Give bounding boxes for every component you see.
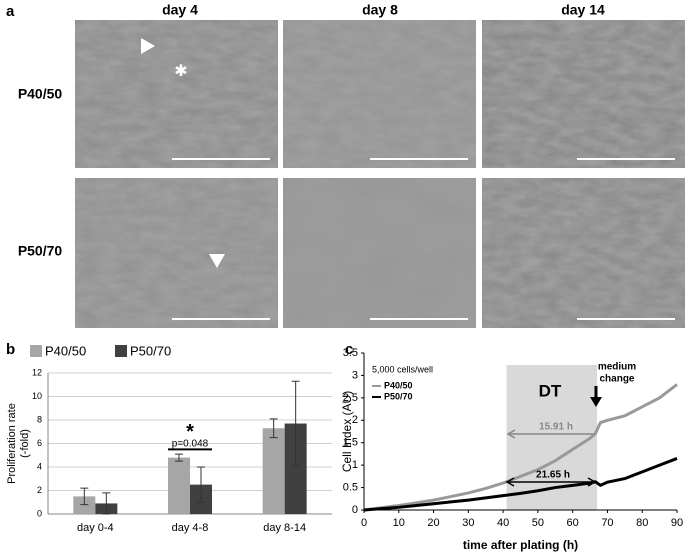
bar (262, 428, 285, 514)
error-bar (269, 418, 278, 439)
x-tick-label: 20 (427, 517, 439, 529)
y-tick-label: 2.5 (343, 392, 358, 404)
y-tick-label: 0.5 (343, 481, 358, 493)
arrowhead (209, 254, 225, 268)
bar (284, 423, 307, 514)
arrowhead (141, 38, 155, 54)
x-tick-label: day 0-4 (77, 522, 114, 534)
annotation: medium (598, 362, 636, 373)
error-bar (291, 380, 300, 467)
panel-label: b (6, 341, 15, 358)
column-header: day 14 (561, 2, 605, 18)
texture (482, 20, 685, 168)
y-tick-label: 10 (32, 391, 42, 401)
legend-label: P50/70 (384, 391, 413, 401)
y-tick-label: 1.5 (343, 437, 358, 449)
y-tick-label: 6 (37, 438, 42, 448)
annotation: 15.91 h (539, 422, 573, 433)
y-axis-label: Proliferation rate (6, 403, 18, 484)
y-tick-label: 2 (352, 414, 358, 426)
asterisk-marker: ✱ (174, 63, 187, 80)
bar (168, 457, 190, 514)
error-bar (102, 492, 111, 515)
texture (283, 178, 476, 328)
micrographs: ✱ (75, 20, 685, 328)
column-header: day 8 (362, 2, 398, 18)
error-bar (80, 487, 89, 506)
error-bar (175, 453, 183, 462)
y-tick-label: 3.5 (343, 347, 358, 359)
texture (482, 178, 685, 328)
panel-label: a (6, 3, 15, 20)
y-tick-label: 12 (32, 367, 42, 377)
y-tick-label: 8 (37, 414, 42, 424)
x-tick-label: 0 (361, 517, 367, 529)
column-header: day 4 (162, 2, 198, 18)
y-tick-label: 1 (352, 459, 358, 471)
x-tick-label: 90 (671, 517, 683, 529)
x-tick-label: 10 (393, 517, 405, 529)
y-tick-label: 0 (37, 508, 42, 518)
y-axis-label: (-fold) (19, 429, 31, 458)
series-line (363, 457, 678, 512)
panel-label: c (345, 341, 353, 358)
texture (75, 178, 278, 328)
texture (75, 20, 278, 168)
y-tick-label: 3 (352, 369, 358, 381)
legend-label: P40/50 (45, 343, 86, 358)
legend-label: P40/50 (384, 380, 413, 390)
x-tick-label: 80 (636, 517, 648, 529)
bar (73, 496, 96, 514)
x-tick-label: 30 (462, 517, 474, 529)
annotation: 21.65 h (536, 470, 570, 481)
series-line (363, 383, 678, 512)
legend-label: P50/70 (130, 343, 171, 358)
scale-bars (172, 158, 675, 320)
error-bar (197, 466, 205, 503)
y-axis-label: Cell Index (AU) (340, 391, 354, 472)
significance-star: * (186, 421, 194, 443)
dt-label: DT (539, 381, 562, 400)
x-tick-label: 50 (532, 517, 544, 529)
legend-swatch (115, 345, 127, 357)
texture (283, 20, 476, 168)
arrow (505, 477, 597, 487)
x-tick-label: day 8-14 (263, 522, 306, 534)
legend-swatch (30, 345, 42, 357)
x-tick-label: 60 (567, 517, 579, 529)
legend-title: 5,000 cells/well (372, 364, 433, 374)
y-tick-label: 4 (37, 461, 42, 471)
p-value: p=0.048 (172, 439, 209, 450)
x-axis-label: time after plating (h) (463, 538, 578, 552)
y-tick-label: 2 (37, 485, 42, 495)
arrow (506, 429, 595, 439)
x-tick-label: 40 (497, 517, 509, 529)
x-tick-label: 70 (601, 517, 613, 529)
annotation: change (599, 374, 634, 385)
x-tick-label: day 4-8 (172, 522, 209, 534)
arrowhead (590, 397, 602, 407)
row-label: P50/70 (18, 243, 63, 259)
row-label: P40/50 (18, 86, 63, 102)
y-tick-label: 0 (352, 504, 358, 516)
shaded-region (506, 365, 598, 510)
